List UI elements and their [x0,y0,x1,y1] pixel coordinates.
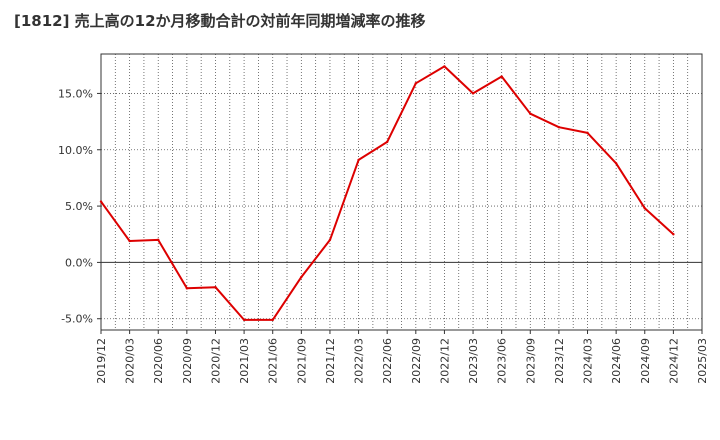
data-point [300,275,303,279]
data-point [529,112,532,115]
data-point [500,75,503,78]
x-tick-label: 2022/03 [353,338,366,384]
data-point [185,287,189,290]
data-point [214,285,217,289]
x-tick-label: 2021/09 [295,338,308,384]
data-point [672,233,675,236]
x-tick-label: 2023/03 [467,338,480,384]
x-tick-label: 2023/06 [496,338,509,384]
x-tick-label: 2024/03 [582,338,595,384]
y-tick-label: -5.0% [61,313,93,326]
x-tick-label: 2021/12 [324,338,337,384]
x-tick-label: 2021/06 [267,338,280,384]
x-tick-label: 2024/09 [639,338,652,384]
chart-title: [1812] 売上高の12か月移動合計の対前年同期増減率の推移 [14,12,426,30]
x-tick-label: 2022/06 [381,338,394,384]
y-tick-label: 10.0% [58,144,93,157]
data-point [443,65,446,68]
data-point [128,239,131,243]
x-tick-label: 2024/12 [667,338,680,384]
x-tick-label: 2025/03 [696,338,709,384]
x-tick-label: 2022/09 [410,338,423,384]
x-tick-label: 2020/03 [124,338,137,384]
x-tick-label: 2022/12 [438,338,451,384]
x-tick-label: 2020/12 [209,338,222,384]
data-point [414,82,418,85]
x-tick-label: 2020/06 [152,338,165,384]
x-tick-label: 2019/12 [95,338,108,384]
x-tick-label: 2023/09 [524,338,537,384]
data-point [271,318,274,322]
data-point [586,131,589,135]
x-tick-label: 2021/03 [238,338,251,384]
x-tick-label: 2024/06 [610,338,623,384]
data-point [99,200,103,203]
plot-border [100,53,703,331]
data-point [643,207,646,210]
data-point [157,238,160,242]
y-tick-label: 15.0% [58,87,93,100]
data-point [614,162,618,165]
data-point [471,92,475,95]
data-point [557,126,561,129]
data-point [328,238,332,242]
data-point [242,318,246,322]
y-tick-label: 5.0% [65,200,93,213]
data-point [385,140,389,144]
x-tick-label: 2023/12 [553,338,566,384]
y-tick-label: 0.0% [65,256,93,269]
data-point [357,158,360,162]
x-tick-label: 2020/09 [181,338,194,384]
